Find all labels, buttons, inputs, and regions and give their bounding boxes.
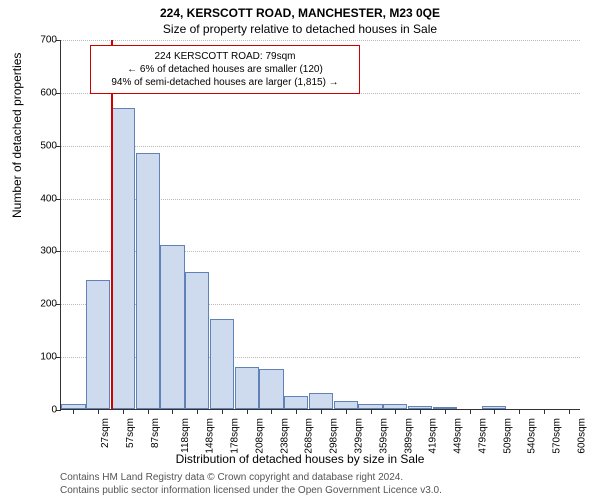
x-tick-label: 178sqm (230, 418, 241, 454)
x-tick (148, 409, 149, 414)
chart-title-line1: 224, KERSCOTT ROAD, MANCHESTER, M23 0QE (0, 6, 600, 20)
y-tick-label: 300 (29, 246, 57, 257)
y-tick-label: 200 (29, 299, 57, 310)
callout-line: 94% of semi-detached houses are larger (… (97, 76, 353, 89)
x-tick (197, 409, 198, 414)
bar (136, 153, 160, 409)
callout-line: 224 KERSCOTT ROAD: 79sqm (97, 50, 353, 63)
x-tick-label: 298sqm (329, 418, 340, 454)
bar (86, 280, 110, 410)
x-axis-title: Distribution of detached houses by size … (0, 452, 600, 466)
x-tick (395, 409, 396, 414)
x-tick-label: 148sqm (205, 418, 216, 454)
x-tick (296, 409, 297, 414)
x-tick-label: 57sqm (125, 418, 136, 448)
x-tick (420, 409, 421, 414)
callout-line: ← 6% of detached houses are smaller (120… (97, 63, 353, 76)
x-tick (321, 409, 322, 414)
x-tick-label: 268sqm (304, 418, 315, 454)
x-tick-label: 87sqm (150, 418, 161, 448)
y-tick-label: 0 (29, 405, 57, 416)
y-tick-label: 500 (29, 140, 57, 151)
callout-box: 224 KERSCOTT ROAD: 79sqm← 6% of detached… (90, 45, 360, 94)
x-tick (98, 409, 99, 414)
y-tick-label: 400 (29, 193, 57, 204)
x-tick (544, 409, 545, 414)
bar (160, 245, 184, 409)
x-tick-label: 509sqm (502, 418, 513, 454)
y-axis-title: Number of detached properties (10, 53, 24, 218)
bar (259, 369, 283, 409)
x-tick (494, 409, 495, 414)
bar (210, 319, 234, 409)
x-tick (519, 409, 520, 414)
x-tick-label: 479sqm (477, 418, 488, 454)
x-tick-label: 600sqm (576, 418, 587, 454)
x-tick-label: 570sqm (552, 418, 563, 454)
x-tick (172, 409, 173, 414)
y-tick-label: 700 (29, 35, 57, 46)
y-tick-label: 600 (29, 87, 57, 98)
x-tick-label: 540sqm (527, 418, 538, 454)
bar (235, 367, 259, 409)
x-tick-label: 27sqm (100, 418, 111, 448)
x-tick (371, 409, 372, 414)
x-tick (247, 409, 248, 414)
x-tick (271, 409, 272, 414)
x-tick-label: 329sqm (354, 418, 365, 454)
x-tick-label: 419sqm (428, 418, 439, 454)
chart-title-line2: Size of property relative to detached ho… (0, 22, 600, 36)
footnote-line2: Contains public sector information licen… (60, 485, 442, 496)
x-tick-label: 449sqm (453, 418, 464, 454)
marker-line (111, 40, 113, 409)
x-tick-label: 208sqm (255, 418, 266, 454)
x-tick (123, 409, 124, 414)
y-gridline (61, 40, 580, 41)
x-tick-label: 389sqm (403, 418, 414, 454)
x-tick (73, 409, 74, 414)
x-tick-label: 359sqm (378, 418, 389, 454)
plot-area: 010020030040050060070027sqm57sqm87sqm118… (60, 40, 580, 410)
bar (185, 272, 209, 409)
y-tick-label: 100 (29, 352, 57, 363)
x-tick (346, 409, 347, 414)
x-tick (470, 409, 471, 414)
bar (309, 393, 333, 409)
bar (284, 396, 308, 409)
x-tick (222, 409, 223, 414)
bar (334, 401, 358, 409)
x-tick-label: 118sqm (180, 418, 191, 453)
x-tick (445, 409, 446, 414)
x-tick (569, 409, 570, 414)
y-gridline (61, 146, 580, 147)
x-tick-label: 238sqm (279, 418, 290, 454)
bar (111, 108, 135, 409)
footnote-line1: Contains HM Land Registry data © Crown c… (60, 472, 403, 483)
